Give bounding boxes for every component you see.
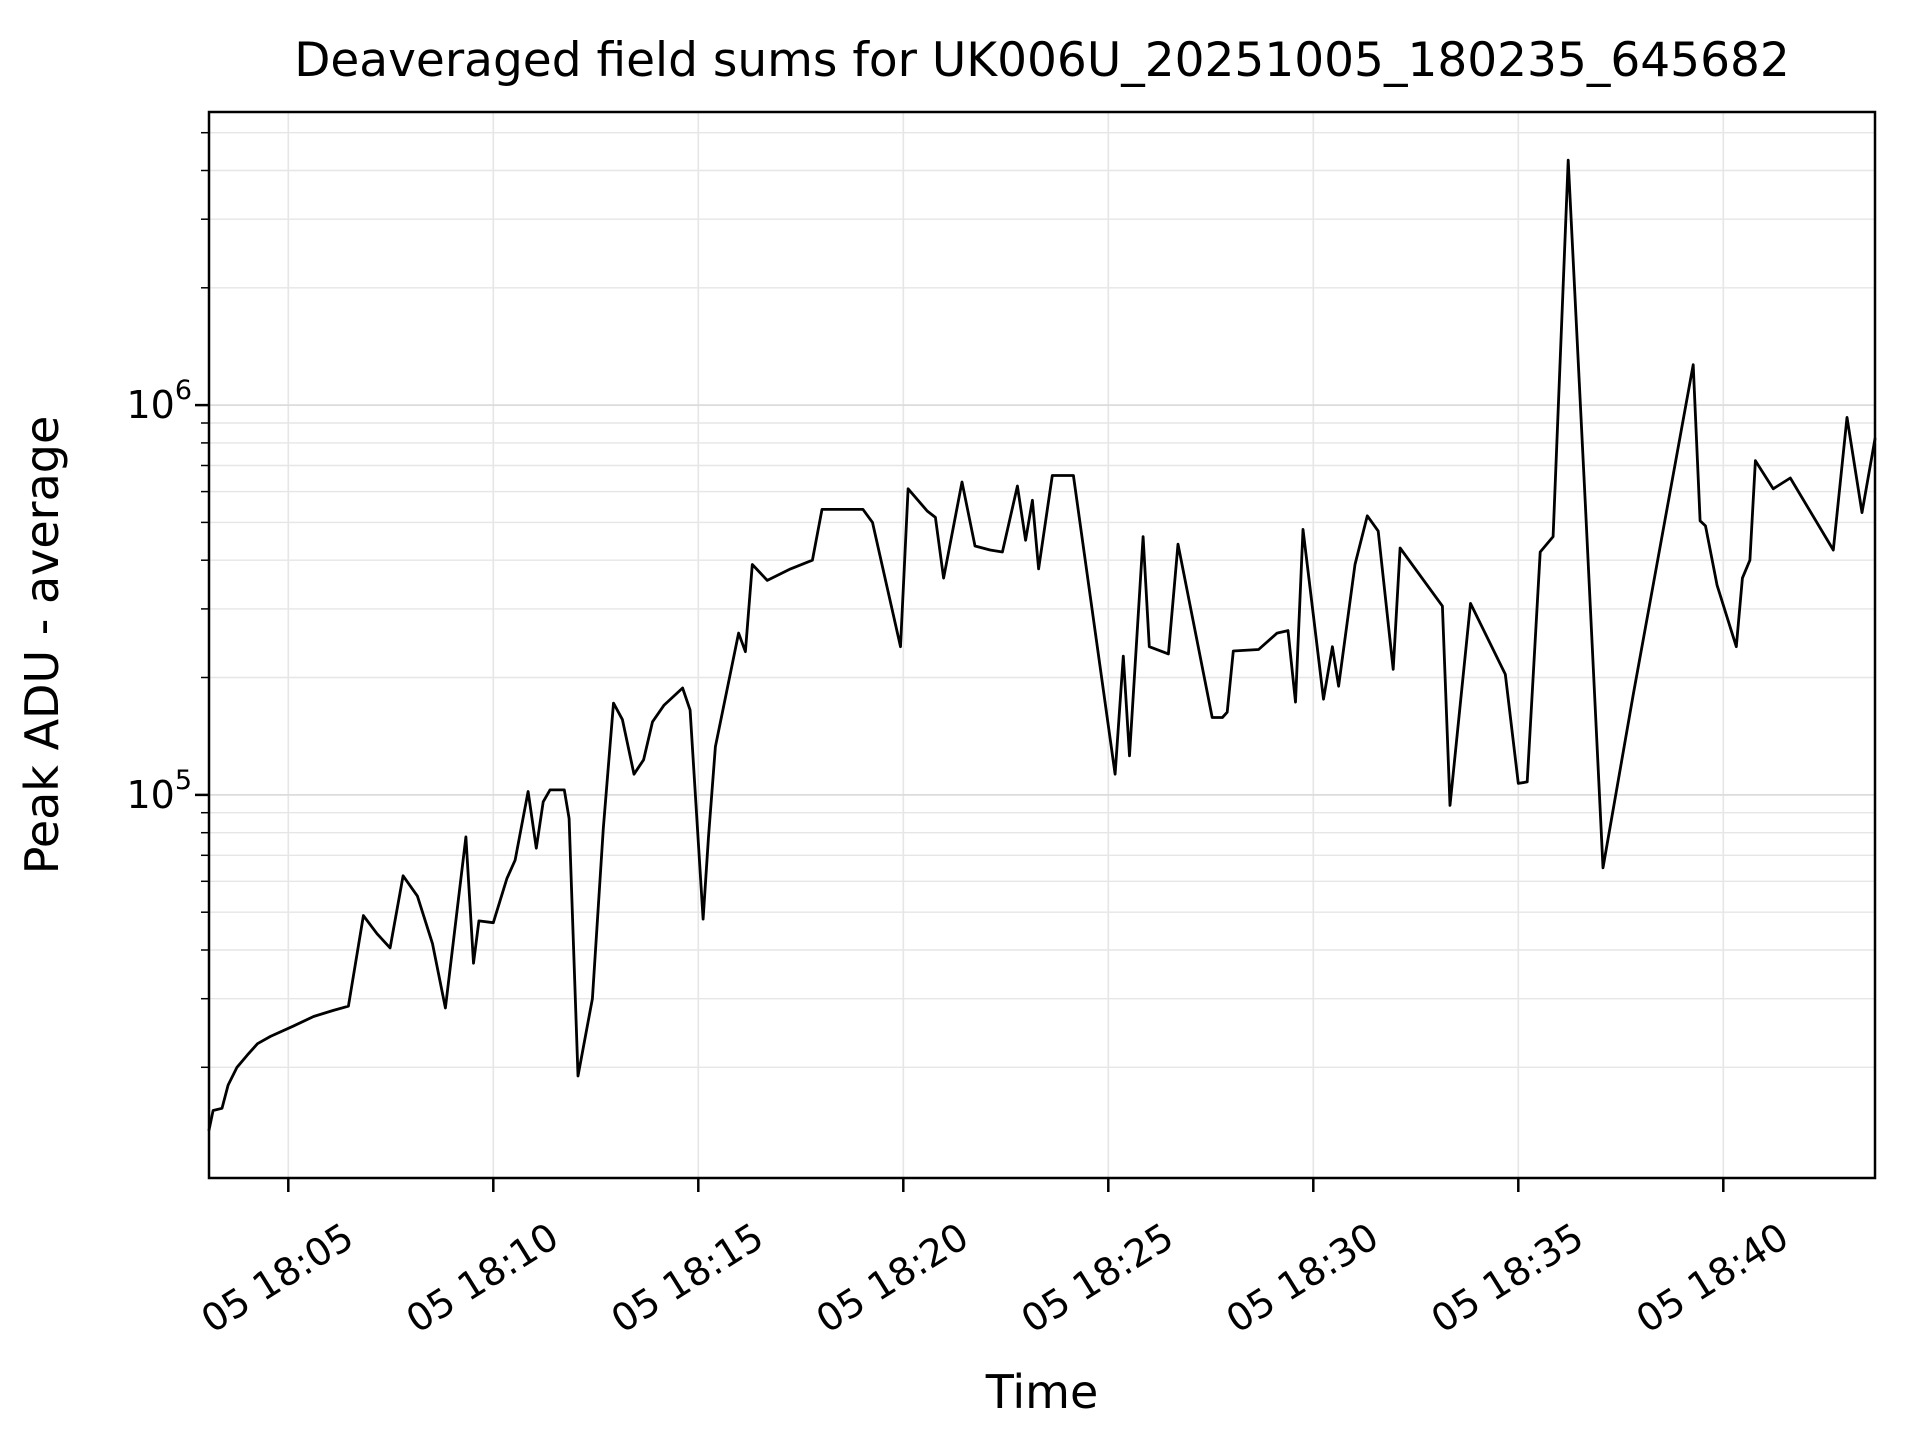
y-tick-label: 105: [126, 765, 192, 817]
data-line: [207, 158, 1877, 1132]
x-tick-label: 05 18:05: [194, 1214, 361, 1341]
x-axis-label: Time: [985, 1365, 1099, 1419]
grid-layer: [209, 112, 1875, 1178]
plot-frame: [207, 110, 1877, 1180]
x-tick-label: 05 18:35: [1424, 1214, 1591, 1341]
chart-title: Deaveraged field sums for UK006U_2025100…: [294, 33, 1790, 88]
axis-layer: 05 18:05 05 18:10 05 18:15 05 18:20 05 18:25…: [126, 110, 1877, 1342]
x-tick-label: 05 18:40: [1629, 1214, 1796, 1341]
y-tick-label: 106: [126, 375, 192, 427]
x-tick-label: 05 18:10: [399, 1214, 566, 1341]
x-tick-label: 05 18:15: [604, 1214, 771, 1341]
x-tick-label: 05 18:25: [1014, 1214, 1181, 1341]
y-axis-label: Peak ADU - average: [15, 416, 69, 875]
plot-layer: [207, 158, 1877, 1132]
x-tick-label: 05 18:30: [1219, 1214, 1386, 1341]
x-tick-label: 05 18:20: [809, 1214, 976, 1341]
